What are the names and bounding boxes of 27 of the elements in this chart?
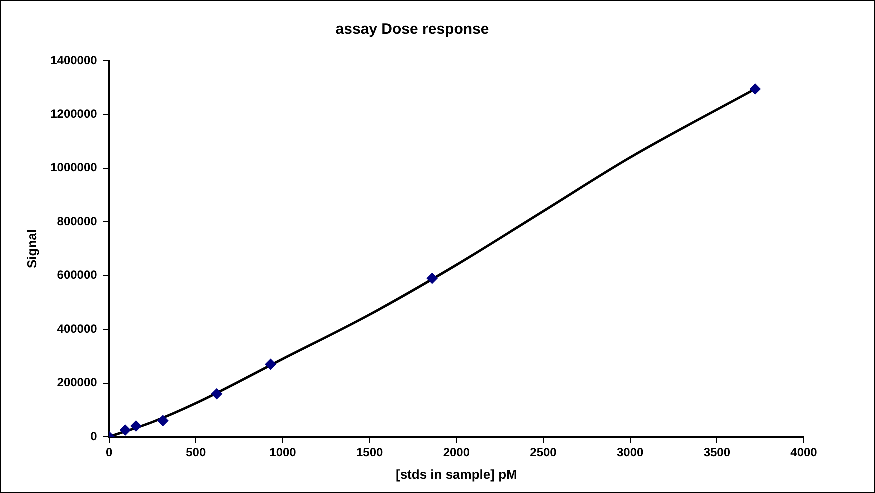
y-tick-label: 1000000 xyxy=(50,160,98,175)
point xyxy=(265,358,276,370)
x-axis-title: [stds in sample] pM xyxy=(396,466,518,482)
y-axis-title: Signal xyxy=(24,229,40,269)
chart-title: assay Dose response xyxy=(336,21,490,38)
x-tick-label: 3000 xyxy=(616,446,644,460)
x-tick-label: 3500 xyxy=(704,446,731,460)
y-tick-label: 1400000 xyxy=(50,53,98,68)
point xyxy=(211,388,222,400)
x-tick-label: 2500 xyxy=(530,446,558,460)
x-tick-label: 2000 xyxy=(443,446,470,460)
point xyxy=(426,273,438,284)
point xyxy=(750,84,761,95)
x-tick-label: 1500 xyxy=(356,446,384,460)
x-tick-label: 500 xyxy=(186,446,206,460)
x-tick-label: 1000 xyxy=(270,446,297,460)
x-tick-label: 0 xyxy=(106,446,113,460)
point xyxy=(158,415,169,426)
y-tick-label: 400000 xyxy=(57,322,98,336)
y-tick-label: 0 xyxy=(90,429,98,444)
y-tick-label: 200000 xyxy=(57,376,98,390)
point xyxy=(130,420,142,432)
point xyxy=(120,424,131,436)
y-tick-label: 800000 xyxy=(57,214,98,228)
y-tick-label: 600000 xyxy=(57,268,98,282)
y-tick-label: 1200000 xyxy=(50,107,98,122)
x-tick-label: 4000 xyxy=(790,446,818,460)
